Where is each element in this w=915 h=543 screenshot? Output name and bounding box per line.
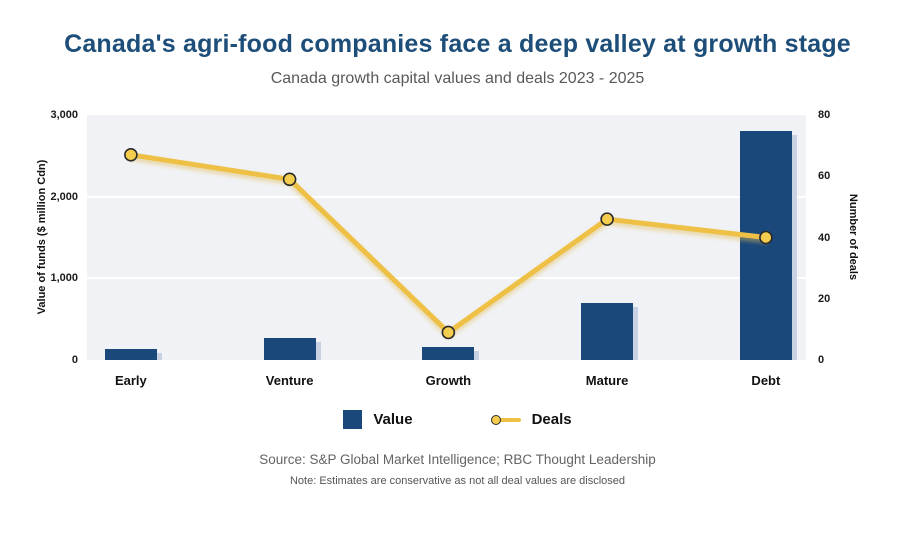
deals-line-layer [124, 148, 773, 340]
right-tick-60: 60 [818, 170, 831, 183]
plot-area [87, 115, 806, 360]
left-tick-2,000: 2,000 [50, 190, 78, 203]
left-tick-3,000: 3,000 [50, 109, 78, 121]
left-tick-1,000: 1,000 [50, 272, 78, 285]
legend: Value Deals [0, 410, 915, 429]
gridline-1000 [87, 277, 806, 280]
deals-marker-venture [282, 172, 297, 187]
bar-mature [581, 302, 634, 360]
deals-dot-marker [490, 414, 501, 425]
category-label-debt: Debt [751, 373, 781, 388]
category-label-early: Early [114, 373, 147, 388]
legend-item-value: Value [343, 410, 413, 429]
right-tick-80: 80 [818, 109, 831, 121]
gridline-2000 [87, 195, 806, 198]
legend-item-deals: Deals [490, 411, 572, 428]
value-bar-swatch-icon [343, 410, 363, 429]
chart-subtitle: Canada growth capital values and deals 2… [270, 70, 645, 87]
note-text: Note: Estimates are conservative as not … [289, 475, 626, 487]
bar-growth [422, 346, 475, 360]
deals-marker-growth [441, 325, 456, 340]
left-axis-title: Value of funds ($ million Cdn) [36, 159, 48, 315]
chart-title: Canada's agri-food companies face a deep… [64, 30, 851, 58]
deals-line-swatch-icon [490, 414, 521, 426]
left-tick-0: 0 [71, 354, 78, 366]
legend-value-label: Value [373, 411, 413, 428]
category-label-venture: Venture [265, 373, 314, 388]
right-tick-0: 0 [818, 354, 825, 366]
legend-deals-label: Deals [531, 411, 572, 428]
bar-early [104, 348, 157, 360]
right-tick-40: 40 [818, 231, 831, 244]
deals-marker-debt [759, 230, 773, 245]
source-text: Source: S&P Global Market Intelligence; … [259, 452, 656, 467]
category-label-mature: Mature [585, 373, 629, 388]
bar-venture [263, 337, 316, 360]
deals-marker-early [124, 148, 138, 162]
deals-line [128, 152, 769, 335]
bar-debt [739, 131, 792, 360]
deals-marker-mature [600, 212, 614, 226]
deals-line-segment [492, 417, 521, 422]
category-label-growth: Growth [425, 373, 472, 388]
right-tick-20: 20 [818, 292, 831, 305]
